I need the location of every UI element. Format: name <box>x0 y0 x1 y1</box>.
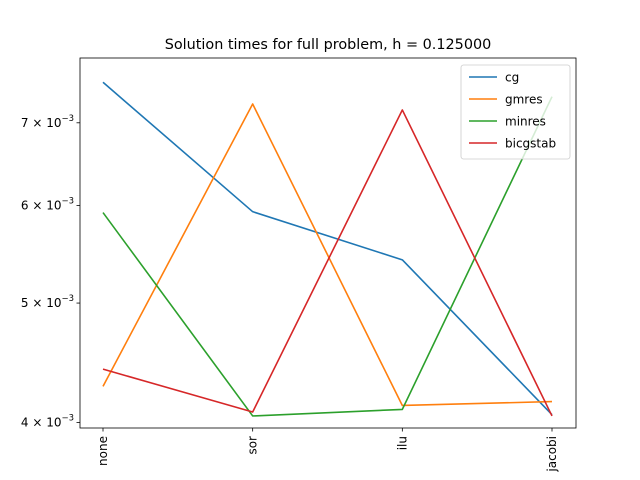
x-axis: none sor ilu jacobi <box>96 428 559 473</box>
series-line-gmres <box>102 103 553 407</box>
legend-box <box>460 64 571 160</box>
series-layer <box>102 81 553 417</box>
y-axis: 4 × 10−3 5 × 10−3 6 × 10−3 7 × 10−3 <box>21 114 80 430</box>
legend: cg gmres minres bicgstab <box>460 64 571 160</box>
series-line-cg <box>102 81 553 416</box>
series-line-minres <box>102 96 553 417</box>
legend-label-bicgstab: bicgstab <box>505 137 556 151</box>
plot-frame <box>79 57 577 429</box>
y-tick-label-1: 5 × 10−3 <box>21 294 74 310</box>
y-tick-label-3: 7 × 10−3 <box>21 114 74 130</box>
legend-label-cg: cg <box>505 71 519 85</box>
x-tick-label-ilu: ilu <box>395 436 409 450</box>
chart-title: Solution times for full problem, h = 0.1… <box>165 37 492 53</box>
y-tick-label-0: 4 × 10−3 <box>21 414 74 430</box>
x-tick-label-none: none <box>96 436 110 466</box>
x-tick-label-jacobi: jacobi <box>545 436 559 473</box>
legend-label-gmres: gmres <box>505 93 543 107</box>
legend-label-minres: minres <box>505 115 546 129</box>
y-tick-label-2: 6 × 10−3 <box>21 196 74 212</box>
series-line-bicgstab <box>102 109 553 417</box>
x-tick-label-sor: sor <box>246 436 260 455</box>
